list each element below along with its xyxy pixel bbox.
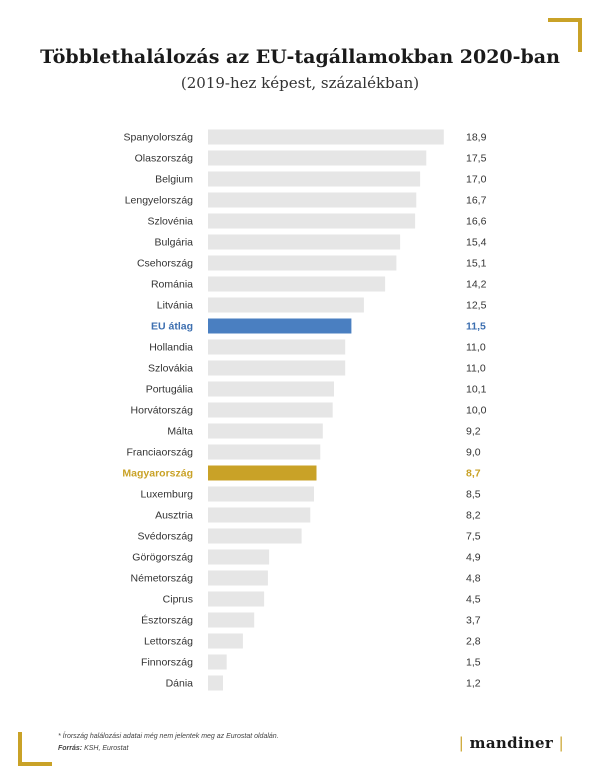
value-label-luxemburg: 8,5 (466, 489, 481, 501)
bar-nemetorszag (208, 570, 268, 586)
bar-bulgaria (208, 234, 401, 250)
value-label-ausztria: 8,2 (466, 510, 481, 522)
value-label-szlovenia: 16,6 (466, 216, 487, 228)
bar-luxemburg (208, 486, 314, 502)
bar-finnorszag (208, 654, 227, 670)
category-label-nemetorszag: Németország (131, 573, 194, 585)
value-label-eu-atlag: 11,5 (466, 321, 486, 333)
bar-szlovakia (208, 360, 346, 376)
bar-hollandia (208, 339, 346, 355)
value-label-gorogorszag: 4,9 (466, 552, 481, 564)
category-label-litvania: Litvánia (157, 300, 193, 312)
category-label-esztorszag: Észtország (141, 614, 193, 627)
value-label-bulgaria: 15,4 (466, 237, 487, 249)
bar-svedorszag (208, 528, 302, 544)
bar-magyarorszag (208, 465, 317, 481)
category-label-csehorszag: Csehország (137, 258, 193, 270)
value-label-esztorszag: 3,7 (466, 615, 481, 627)
category-label-spanyolorszag: Spanyolország (124, 132, 194, 144)
value-label-franciaorszag: 9,0 (466, 447, 481, 459)
value-label-ciprus: 4,5 (466, 594, 481, 606)
category-label-malta: Málta (167, 426, 193, 438)
bar-lettorszag (208, 633, 243, 649)
bar-szlovenia (208, 213, 416, 229)
category-label-lengyelorszag: Lengyelország (125, 195, 193, 207)
category-label-szlovenia: Szlovénia (147, 216, 193, 228)
logo-bar-left: | (458, 734, 465, 752)
category-label-romania: Románia (151, 279, 193, 291)
value-label-litvania: 12,5 (466, 300, 487, 312)
source-note: Forrás: KSH, Eurostat (58, 745, 128, 752)
value-label-lettorszag: 2,8 (466, 636, 481, 648)
category-label-magyarorszag: Magyarország (122, 468, 193, 480)
corner-decoration-bottom-left (18, 732, 52, 766)
source-label: Forrás: (58, 745, 83, 752)
source-text: KSH, Eurostat (82, 745, 129, 752)
category-label-eu-atlag: EU átlag (151, 321, 193, 333)
category-label-szlovakia: Szlovákia (148, 363, 193, 375)
category-label-olaszorszag: Olaszország (135, 153, 194, 165)
bar-esztorszag (208, 612, 255, 628)
category-label-ausztria: Ausztria (155, 510, 193, 522)
category-label-svedorszag: Svédország (138, 531, 194, 543)
category-label-belgium: Belgium (155, 174, 193, 186)
category-label-franciaorszag: Franciaország (126, 447, 193, 459)
bar-franciaorszag (208, 444, 321, 460)
category-label-finnorszag: Finnország (141, 657, 193, 669)
value-label-romania: 14,2 (466, 279, 487, 291)
category-label-horvatorszag: Horvátország (131, 405, 194, 417)
footnote: * Írország halálozási adatai még nem jel… (58, 733, 279, 740)
value-label-malta: 9,2 (466, 426, 481, 438)
bar-romania (208, 276, 386, 292)
bar-olaszorszag (208, 150, 427, 166)
value-label-finnorszag: 1,5 (466, 657, 481, 669)
corner-decoration-top-right (548, 18, 582, 52)
category-label-hollandia: Hollandia (149, 342, 193, 354)
value-label-spanyolorszag: 18,9 (466, 132, 487, 144)
chart-subtitle: (2019-hez képest, százalékban) (180, 74, 420, 92)
value-label-magyarorszag: 8,7 (466, 468, 481, 480)
category-label-bulgaria: Bulgária (154, 237, 193, 249)
bar-eu-atlag (208, 318, 352, 334)
bar-gorogorszag (208, 549, 270, 565)
bar-horvatorszag (208, 402, 333, 418)
bar-lengyelorszag (208, 192, 417, 208)
bar-litvania (208, 297, 364, 313)
value-label-szlovakia: 11,0 (466, 363, 486, 375)
value-label-belgium: 17,0 (466, 174, 487, 186)
value-label-horvatorszag: 10,0 (466, 405, 487, 417)
value-label-lengyelorszag: 16,7 (466, 195, 487, 207)
value-label-hollandia: 11,0 (466, 342, 486, 354)
category-label-ciprus: Ciprus (163, 594, 193, 606)
bar-ciprus (208, 591, 265, 607)
value-label-portugalia: 10,1 (466, 384, 487, 396)
bar-csehorszag (208, 255, 397, 271)
value-label-nemetorszag: 4,8 (466, 573, 481, 585)
category-label-luxemburg: Luxemburg (140, 489, 193, 501)
bar-dania (208, 675, 223, 691)
bar-malta (208, 423, 323, 439)
bar-portugalia (208, 381, 334, 397)
category-label-lettorszag: Lettország (144, 636, 193, 648)
category-label-portugalia: Portugália (146, 384, 193, 396)
chart-title: Többlethalálozás az EU-tagállamokban 202… (40, 46, 560, 68)
bar-spanyolorszag (208, 129, 444, 145)
bar-ausztria (208, 507, 311, 523)
value-label-olaszorszag: 17,5 (466, 153, 487, 165)
logo-bar-right: | (558, 734, 564, 752)
category-label-dania: Dánia (166, 678, 194, 690)
value-label-dania: 1,2 (466, 678, 481, 690)
value-label-csehorszag: 15,1 (466, 258, 487, 270)
category-label-gorogorszag: Görögország (132, 552, 193, 564)
logo-text: mandiner (469, 734, 554, 752)
value-label-svedorszag: 7,5 (466, 531, 481, 543)
bar-belgium (208, 171, 421, 187)
mandiner-logo: | mandiner | (459, 734, 564, 752)
